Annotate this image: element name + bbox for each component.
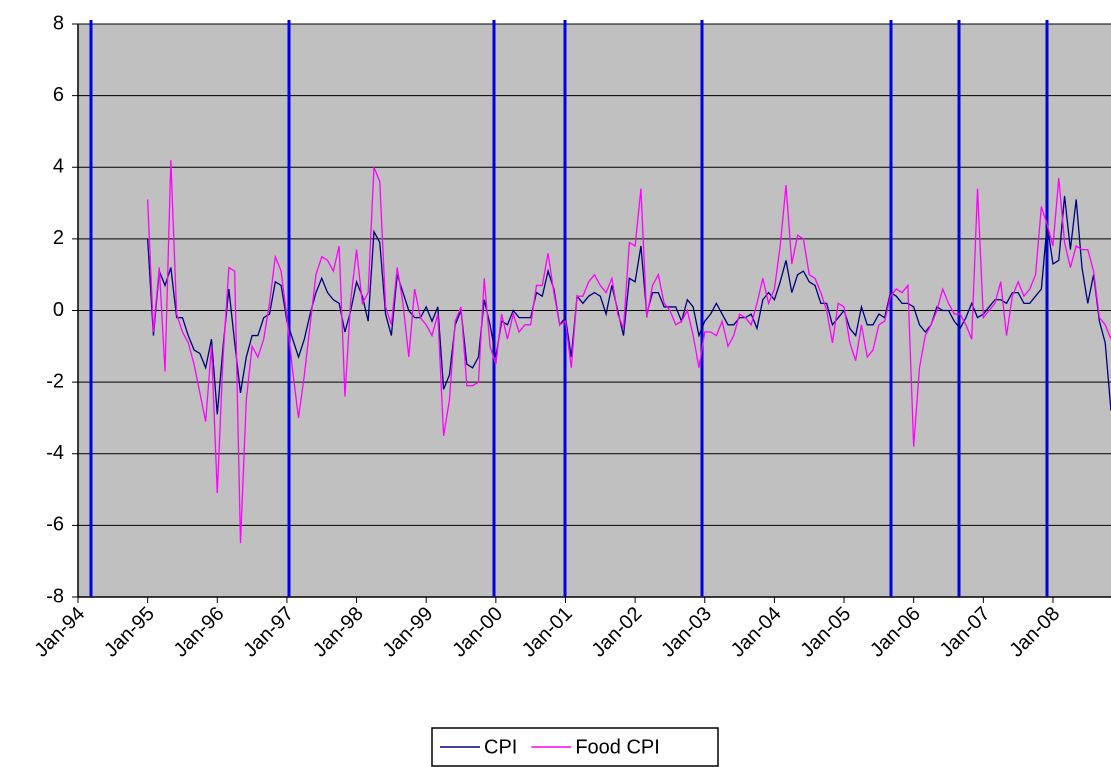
x-tick-label: Jan-05 <box>797 603 856 662</box>
legend: CPI Food CPI <box>431 727 719 767</box>
legend-label: Food CPI <box>575 736 659 758</box>
x-tick-label: Jan-07 <box>936 603 995 662</box>
y-tick-label: -8 <box>46 585 64 607</box>
y-tick-label: 8 <box>53 12 64 34</box>
x-tick-label: Jan-98 <box>309 603 368 662</box>
x-tick-label: Jan-02 <box>588 603 647 662</box>
x-tick-label: Jan-94 <box>30 603 89 662</box>
x-tick-label: Jan-95 <box>100 603 159 662</box>
y-tick-label: 2 <box>53 227 64 249</box>
x-tick-label: Jan-06 <box>866 603 925 662</box>
x-tick-label: Jan-03 <box>657 603 716 662</box>
series-line <box>146 195 1111 415</box>
x-tick-label: Jan-97 <box>239 603 298 662</box>
x-tick-label: Jan-96 <box>170 603 229 662</box>
x-tick-label: Jan-01 <box>518 603 577 662</box>
series-line <box>146 160 1111 544</box>
y-tick-label: 0 <box>53 299 64 321</box>
legend-label: CPI <box>484 736 517 758</box>
y-tick-label: 6 <box>53 84 64 106</box>
x-tick-label: Jan-00 <box>448 603 507 662</box>
x-tick-label: Jan-08 <box>1005 603 1064 662</box>
y-tick-label: 4 <box>53 156 64 178</box>
x-tick-label: Jan-99 <box>379 603 438 662</box>
y-tick-label: -2 <box>46 370 64 392</box>
y-tick-label: -6 <box>46 514 64 536</box>
x-tick-label: Jan-04 <box>727 603 786 662</box>
y-tick-label: -4 <box>46 442 64 464</box>
